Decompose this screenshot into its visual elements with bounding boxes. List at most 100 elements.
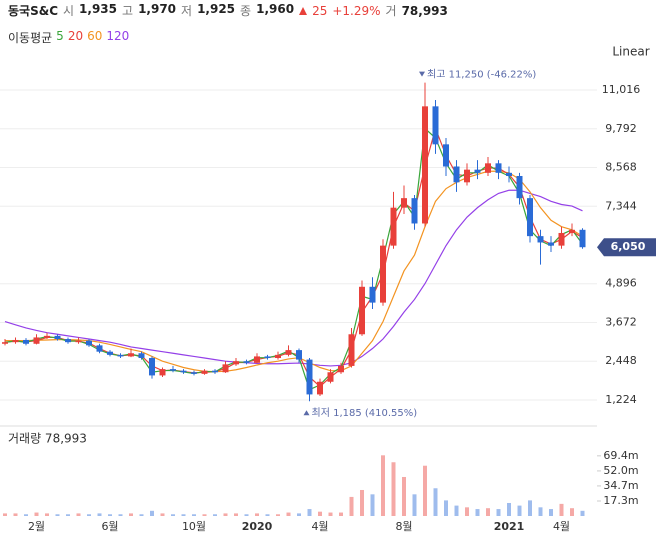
legend-entry: 20 <box>67 29 84 43</box>
volume-bar <box>528 500 532 516</box>
candle-body <box>159 369 166 376</box>
candle-body <box>369 286 376 303</box>
candle-body <box>54 335 61 340</box>
field-label: 거 <box>385 4 397 18</box>
legend-entry: 5 <box>56 29 64 43</box>
volume-bar <box>66 514 70 516</box>
y-tick-label: 1,224 <box>605 393 637 406</box>
candle-body <box>128 353 134 357</box>
volume-bar <box>181 514 186 516</box>
volume-bar <box>454 505 459 516</box>
volume-bar <box>76 513 81 516</box>
volume-bar <box>444 500 448 516</box>
volume-bar <box>370 494 375 516</box>
volume-bar <box>297 513 301 516</box>
candle-body <box>44 335 50 338</box>
x-tick-label: 2020 <box>242 520 273 533</box>
volume-bar <box>507 502 511 516</box>
volume-bar <box>318 511 322 516</box>
volume-bar <box>171 514 175 516</box>
volume-bar <box>234 513 238 516</box>
candle-body <box>411 198 418 224</box>
volume-bar <box>496 509 501 516</box>
volume-bar <box>286 512 291 516</box>
volume-bar <box>139 514 144 516</box>
candle-body <box>338 365 344 373</box>
x-tick-label: 8월 <box>395 520 412 533</box>
volume-bar <box>486 508 490 516</box>
last-price-tag <box>597 238 656 257</box>
volume-bar <box>465 507 469 516</box>
volume-bar <box>570 508 574 516</box>
scale-label: Linear <box>612 45 649 59</box>
legend-entry: 60 <box>87 29 103 43</box>
candle-body <box>2 342 8 344</box>
candle-body <box>495 163 502 173</box>
volume-bar <box>475 509 480 516</box>
marker <box>419 71 425 77</box>
y-tick-label: 11,016 <box>602 83 641 96</box>
volume-bar <box>118 514 123 516</box>
volume-bar <box>538 507 543 516</box>
candle-body <box>348 334 355 366</box>
y-tick-label: 3,672 <box>605 315 637 328</box>
volume-bar <box>55 514 60 516</box>
volume-bar <box>360 489 364 516</box>
volume-bar <box>255 513 259 516</box>
candle-body <box>149 358 155 376</box>
volume-title: 거래량 78,993 <box>8 432 87 446</box>
volume-bar <box>328 512 333 516</box>
candle-body <box>537 236 544 243</box>
x-tick-label: 2월 <box>28 520 45 533</box>
y-tick-label: 7,344 <box>605 199 637 212</box>
y-tick-label: 2,448 <box>605 354 637 367</box>
volume-bar <box>129 513 133 516</box>
candle-body <box>96 345 103 352</box>
x-tick-label: 4월 <box>311 520 328 533</box>
volume-bar <box>213 514 217 516</box>
volume-bar <box>339 512 343 516</box>
candle-body <box>23 339 29 344</box>
candle-body <box>254 356 260 363</box>
volume-bar <box>265 514 270 516</box>
volume-bar <box>580 510 585 516</box>
y-tick-label: 8,568 <box>605 161 637 174</box>
volume-bar <box>276 514 280 516</box>
candle-body <box>12 339 19 343</box>
volume-bar <box>412 494 417 516</box>
candle-body <box>243 361 250 363</box>
field-value: 78,993 <box>401 3 448 18</box>
volume-bar <box>559 503 564 516</box>
change: 25 <box>312 3 328 18</box>
candle-body <box>107 351 113 355</box>
candle-body <box>75 340 82 343</box>
candle-body <box>264 356 271 359</box>
volume-bar <box>13 513 18 516</box>
candle-body <box>306 359 313 395</box>
candle-body <box>359 286 365 335</box>
candle-body <box>138 353 145 359</box>
candle-body <box>233 361 239 365</box>
volume-bar <box>108 514 112 516</box>
volume-bar <box>402 476 406 516</box>
candle-body <box>33 337 40 344</box>
field-value: 1,970 <box>138 2 177 16</box>
candle-body <box>327 372 334 382</box>
y-tick-label: 9,792 <box>605 122 637 135</box>
candle-body <box>401 198 407 208</box>
field-label: 종 <box>240 4 252 18</box>
x-tick-label: 4월 <box>553 520 570 533</box>
candle-body <box>548 242 554 246</box>
volume-bar <box>97 513 102 516</box>
candle-body <box>317 381 323 395</box>
volume-bar <box>391 462 396 516</box>
field-value: 1,935 <box>79 2 118 16</box>
high-annotation: 최고 11,250 (-46.22%) <box>427 69 536 81</box>
candle-body <box>180 370 187 373</box>
volume-bar <box>87 514 91 516</box>
candle-body <box>569 229 575 233</box>
candle-body <box>390 207 397 246</box>
candle-body <box>380 245 386 303</box>
low-annotation: 최저 1,185 (410.55%) <box>312 407 418 419</box>
